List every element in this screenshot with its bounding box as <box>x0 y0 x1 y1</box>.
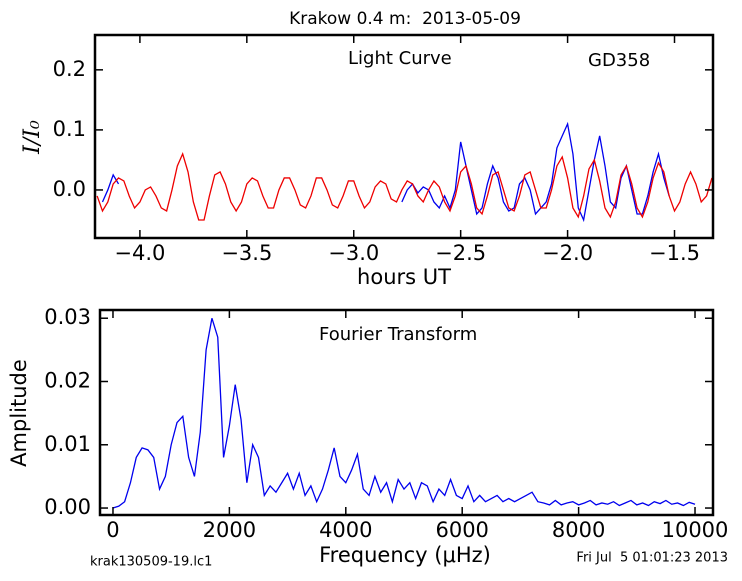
figure-title: Krakow 0.4 m: 2013-05-09 <box>289 9 521 29</box>
y-tick-label: 0.1 <box>53 117 86 141</box>
annotation: Light Curve <box>348 48 452 69</box>
x-tick-label: −1.5 <box>649 241 700 265</box>
x-tick-label: −2.0 <box>542 241 593 265</box>
x-axis-label: hours UT <box>357 265 451 289</box>
footer-right: Fri Jul 5 01:01:23 2013 <box>576 551 728 566</box>
x-tick-label: −3.0 <box>328 241 379 265</box>
data-line <box>101 173 120 203</box>
x-tick-label: 2000 <box>203 518 256 542</box>
x-tick-label: 4000 <box>319 518 372 542</box>
annotation: GD358 <box>588 50 650 71</box>
x-tick-label: −4.0 <box>114 241 165 265</box>
x-tick-label: 0 <box>106 518 119 542</box>
y-axis-label: Amplitude <box>7 359 31 467</box>
y-axis-label: I/I₀ <box>20 120 45 155</box>
y-tick-label: 0.01 <box>44 432 91 456</box>
x-tick-label: −3.5 <box>221 241 272 265</box>
annotation: Fourier Transform <box>319 324 477 345</box>
x-tick-label: 6000 <box>435 518 488 542</box>
x-tick-label: 8000 <box>552 518 605 542</box>
data-line <box>96 152 713 221</box>
footer-left: krak130509-19.lc1 <box>90 555 212 570</box>
y-tick-label: 0.02 <box>44 368 91 392</box>
y-tick-label: 0.2 <box>53 57 86 81</box>
x-tick-label: −2.5 <box>435 241 486 265</box>
plot-frame <box>93 33 715 240</box>
x-tick-label: 10000 <box>662 518 729 542</box>
data-line <box>112 318 696 509</box>
x-axis-label: Frequency (μHz) <box>319 543 491 567</box>
y-tick-label: 0.00 <box>44 495 91 519</box>
y-tick-label: 0.03 <box>44 305 91 329</box>
plot-frame <box>98 308 715 517</box>
y-tick-label: 0.0 <box>53 177 86 201</box>
